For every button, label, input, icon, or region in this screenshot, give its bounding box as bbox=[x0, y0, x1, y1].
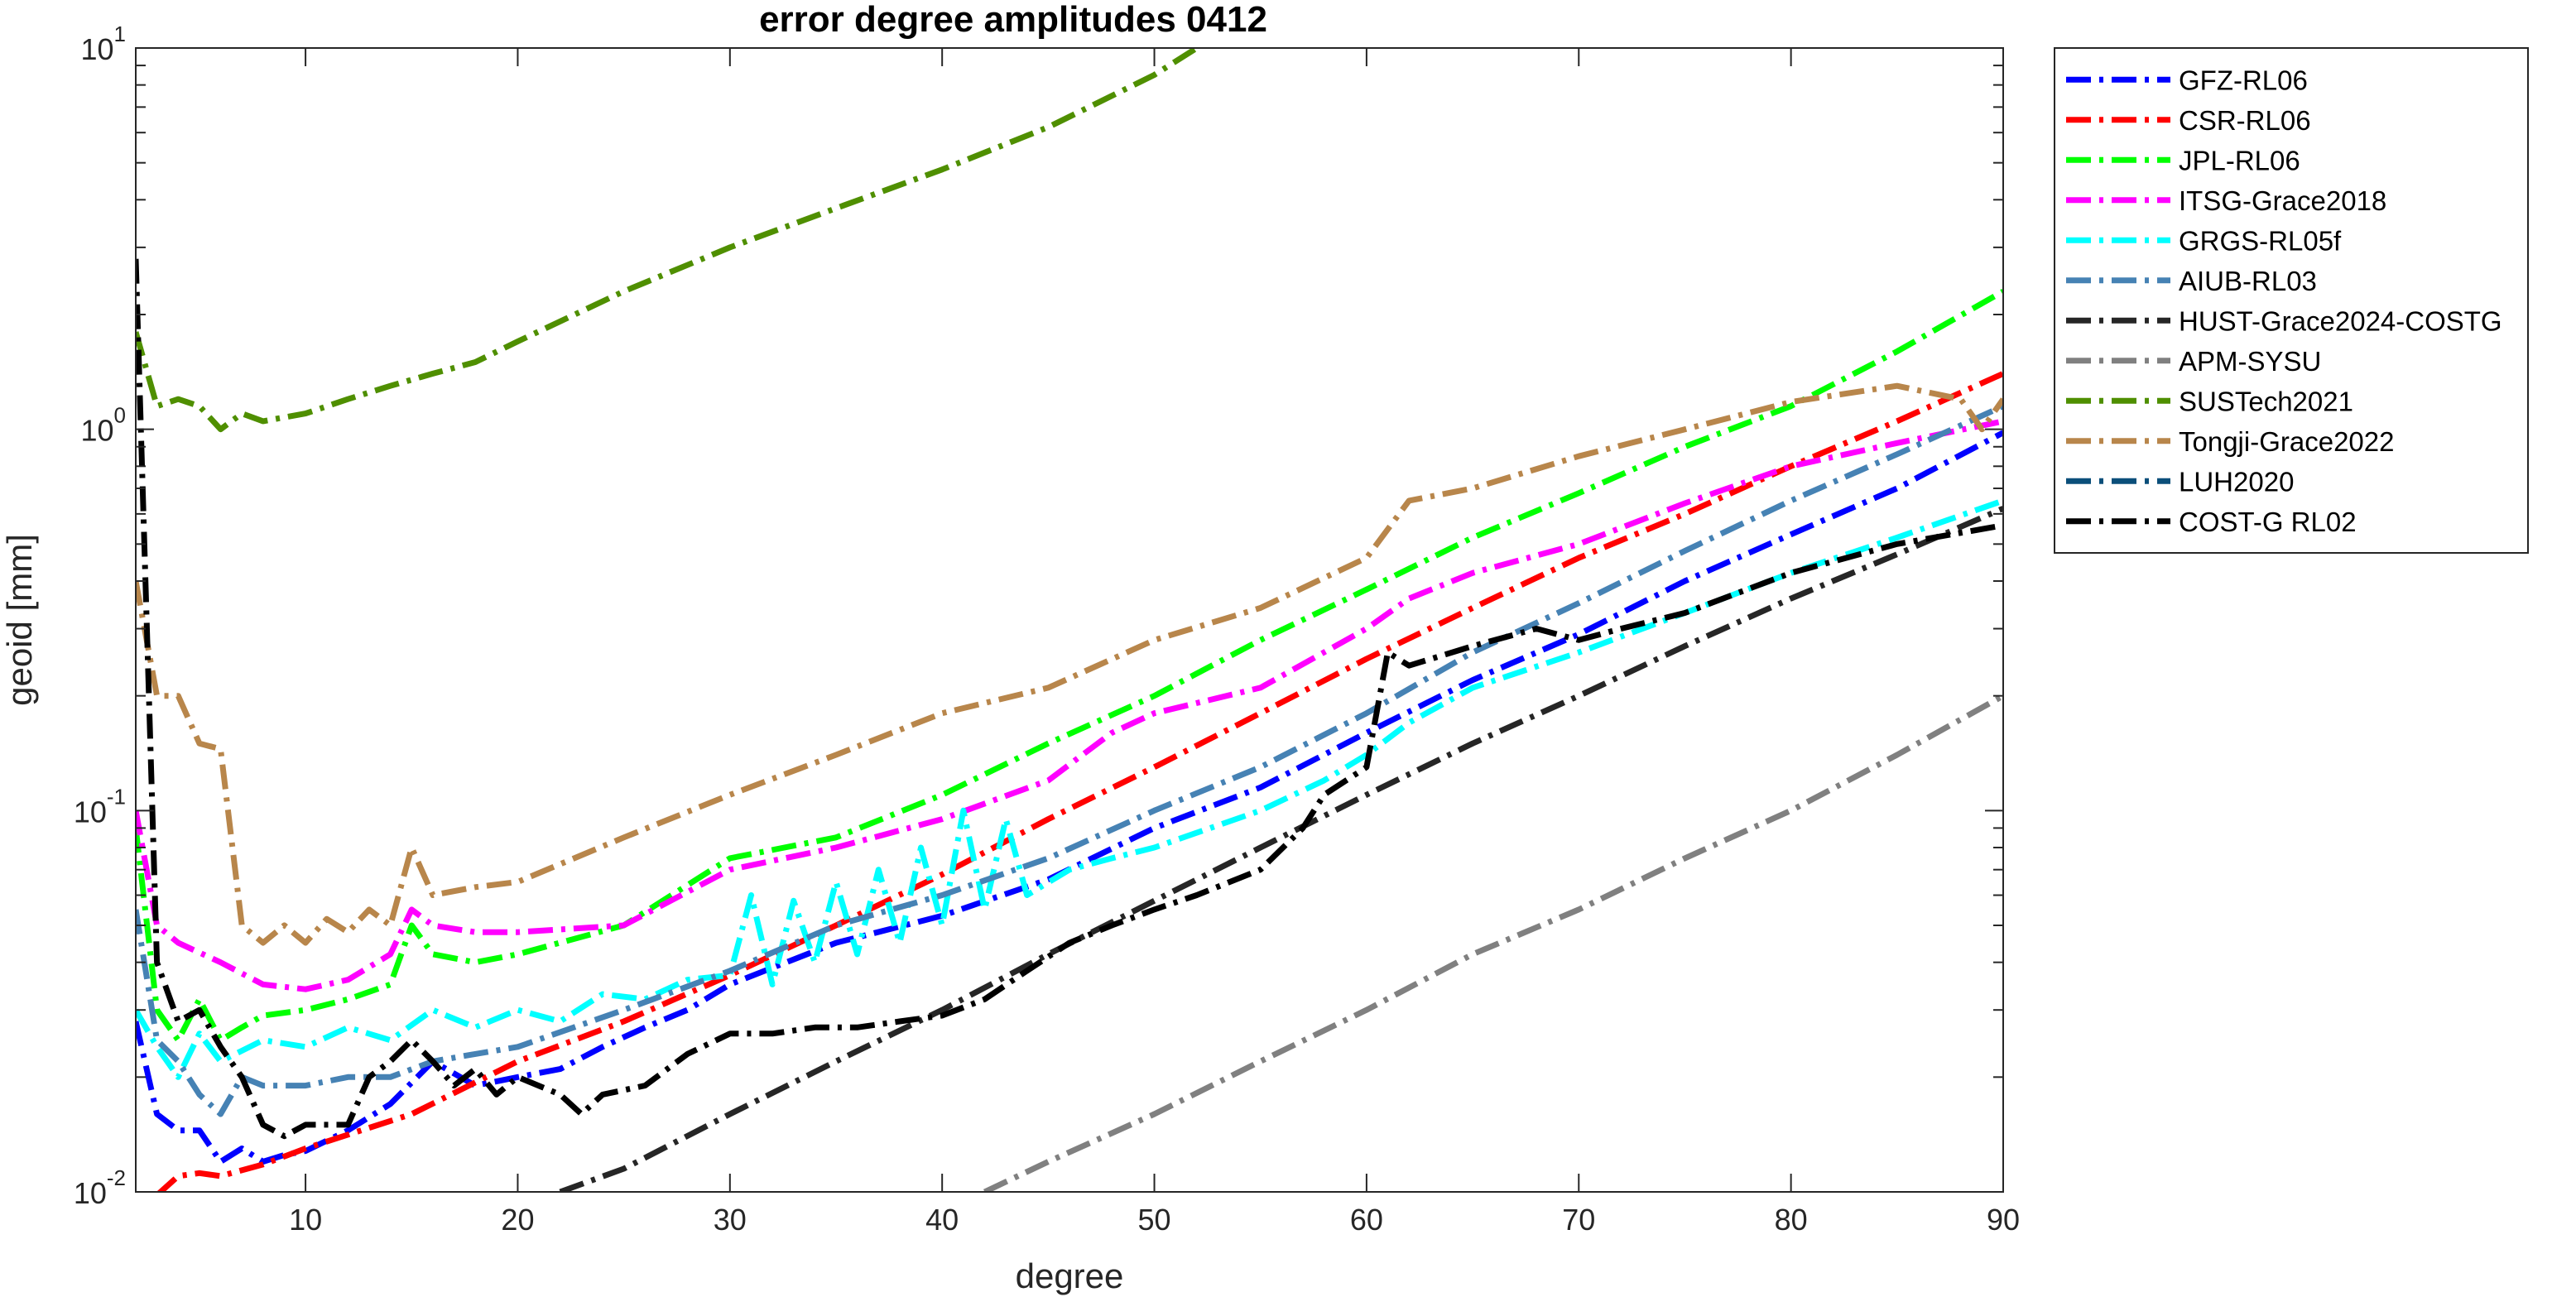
y-tick-label-0: 10-2 bbox=[74, 1165, 126, 1210]
y-tick-label-2: 100 bbox=[80, 403, 126, 448]
legend-label-10: LUH2020 bbox=[2179, 466, 2294, 497]
legend-label-5: AIUB-RL03 bbox=[2179, 266, 2317, 296]
x-tick-label-0: 10 bbox=[289, 1203, 322, 1237]
plot-series bbox=[136, 48, 2003, 1192]
x-tick-label-6: 70 bbox=[1562, 1203, 1595, 1237]
legend-label-11: COST-G RL02 bbox=[2179, 507, 2357, 537]
y-axis-label: geoid [mm] bbox=[0, 534, 39, 706]
legend-label-0: GFZ-RL06 bbox=[2179, 65, 2308, 95]
series-line-5 bbox=[136, 403, 2003, 1117]
x-tick-label-3: 40 bbox=[925, 1203, 959, 1237]
legend-label-3: ITSG-Grace2018 bbox=[2179, 185, 2386, 216]
x-tick-label-2: 30 bbox=[714, 1203, 747, 1237]
legend-label-6: HUST-Grace2024-COSTG bbox=[2179, 305, 2502, 336]
plot-frame bbox=[135, 47, 2004, 1193]
x-tick-label-1: 20 bbox=[501, 1203, 534, 1237]
series-line-7 bbox=[983, 693, 2003, 1192]
legend-label-4: GRGS-RL05f bbox=[2179, 225, 2342, 256]
series-line-11 bbox=[136, 258, 2003, 1140]
series-line-9 bbox=[136, 382, 2003, 946]
x-tick-label-7: 80 bbox=[1775, 1203, 1808, 1237]
x-tick-label-5: 60 bbox=[1350, 1203, 1383, 1237]
series-line-4 bbox=[136, 497, 2003, 1080]
series-line-0 bbox=[136, 430, 2003, 1165]
legend: GFZ-RL06 CSR-RL06 JPL-RL06 ITSG-Grace2018 GR… bbox=[2054, 47, 2529, 554]
series-line-8 bbox=[136, 48, 1199, 433]
y-tick-label-3: 101 bbox=[80, 22, 126, 66]
x-axis-label: degree bbox=[1016, 1256, 1124, 1295]
legend-label-1: CSR-RL06 bbox=[2179, 105, 2311, 136]
legend-label-9: Tongji-Grace2022 bbox=[2179, 426, 2395, 457]
x-tick-label-4: 50 bbox=[1138, 1203, 1171, 1237]
series-line-2 bbox=[136, 288, 2003, 1044]
series-line-1 bbox=[156, 371, 2003, 1192]
legend-label-7: APM-SYSU bbox=[2179, 346, 2321, 377]
legend-label-8: SUSTech2021 bbox=[2179, 386, 2353, 416]
axes: 10 20 30 40 50 60 70 80 90 10-2 10-1 100 101 bbox=[74, 22, 2020, 1237]
y-tick-label-1: 10-1 bbox=[74, 784, 126, 829]
x-tick-label-8: 90 bbox=[1987, 1203, 2020, 1237]
series-line-6 bbox=[559, 506, 2003, 1192]
legend-label-2: JPL-RL06 bbox=[2179, 145, 2300, 175]
legend-box bbox=[2054, 47, 2529, 554]
chart-title: error degree amplitudes 0412 bbox=[759, 0, 1267, 40]
